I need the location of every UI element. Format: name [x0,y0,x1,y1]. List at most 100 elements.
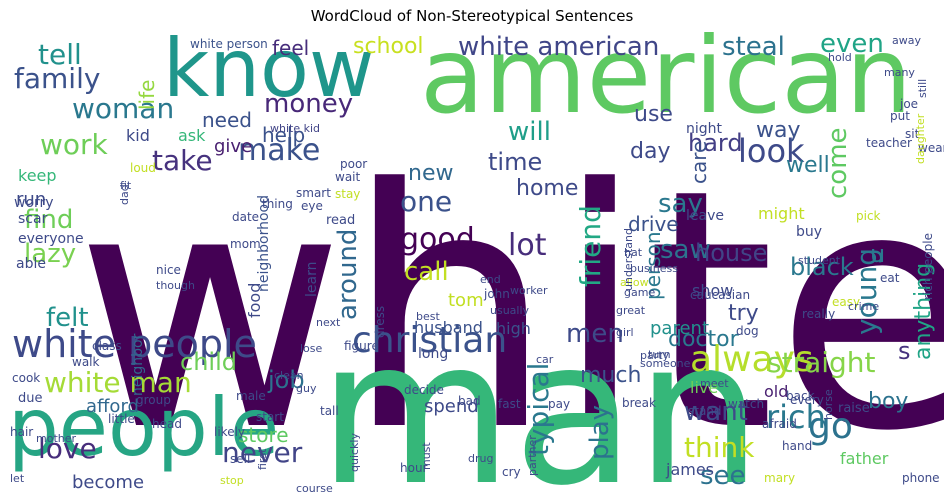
word-go: go [808,406,853,447]
word-way: way [756,118,801,143]
word-leave: leave [686,208,724,224]
word-s: s [898,337,911,365]
word-tom: tom [448,290,484,311]
word-good: good [400,222,475,257]
word-food: food [245,283,264,318]
word-dad: dad [118,184,131,205]
word-fit: fit [120,179,132,192]
word-men: men [566,319,624,349]
word-scar: scar [18,211,48,227]
word-afford: afford [86,396,139,417]
word-put: put [890,109,910,123]
word-husband: husband [414,318,483,337]
word-woman: woman [72,92,174,125]
word-felt: felt [46,303,89,333]
word-read: read [326,213,355,228]
word-kid: kid [126,126,150,145]
word-meet: meet [700,377,729,390]
word-hat: hat [624,246,643,259]
word-will: will [508,117,551,147]
word-break: break [622,396,656,410]
word-pick: pick [856,209,881,223]
word-sit: sit [905,127,920,141]
word-keep: keep [18,166,57,185]
word-neighbor: neighbor [130,333,146,396]
word-around: around [333,229,363,320]
word-live: live [690,378,718,397]
word-smart: smart [296,186,331,200]
word-rich-people: rich people [921,233,935,300]
word-little: little [108,412,135,426]
word-might: might [758,204,805,223]
word-come: come [823,127,853,199]
word-stay: stay [335,187,360,201]
word-say: say [658,189,703,219]
word-really: really [802,307,835,321]
word-understand: understand [622,228,635,291]
word-course: course [296,482,333,495]
word-group: group [136,393,171,407]
word-lazy: lazy [24,239,76,269]
word-father: father [840,449,889,468]
word-every: every [790,393,824,407]
word-everyone: everyone [18,231,84,247]
word-best: best [416,310,440,323]
word-school: school [353,34,424,59]
word-worker: worker [510,284,548,297]
word-life: life [135,80,159,110]
word-ask: ask [178,126,206,145]
word-see: see [700,461,746,491]
word-always: always [690,339,814,380]
word-hold: hold [828,51,852,64]
word-think: think [684,431,755,464]
word-student: student [798,254,841,267]
word-know: know [163,22,374,115]
word-eye: eye [301,199,323,213]
word-fast: fast [498,397,521,411]
word-straight: straight [767,346,876,379]
word-people: people [8,381,279,474]
word-night: night [686,121,723,137]
word-dog: dog [736,324,759,338]
word-give: give [214,136,252,157]
word-wear: wear [918,141,944,155]
word-much: much [580,363,641,388]
word-play: play [585,405,615,460]
word-likely: likely [214,425,245,439]
word-crime: crime [848,300,879,313]
word-rich: rich [766,398,826,436]
word-one: one [400,185,452,218]
word-party: party [640,349,670,362]
word-john: john [483,287,510,301]
word-male: male [236,389,266,403]
word-allow: allow [620,276,649,289]
word-caucasian: caucasian [690,288,750,302]
word-dress: dress [373,306,387,338]
word-care: care [687,141,711,184]
word-white-kid: white kid [270,122,320,135]
word-saw: saw [660,235,711,265]
word-white-man: white man [44,366,192,399]
word-guy: guy [296,382,317,395]
word-neighborhood: neighborhood [256,195,272,292]
word-wait: wait [335,170,361,184]
word-become: become [72,472,144,493]
word-work: work [40,128,109,161]
word-great: great [616,304,646,317]
word-due: due [18,391,43,406]
word-pay: pay [548,397,570,411]
word-help: help [262,123,305,147]
word-spend: spend [424,396,479,417]
word-first: first [256,448,269,470]
word-joe: joe [899,97,918,111]
word-typical: typical [522,363,555,456]
word-figure: figure [344,339,379,353]
word-child: child [180,348,237,376]
word-young: young [850,248,883,335]
word-usually: usually [490,304,530,317]
word-game: game [624,286,655,299]
word-run: run [16,189,46,210]
word-james: james [665,460,714,479]
chart-title: WordCloud of Non-Stereotypical Sentences [310,7,634,25]
